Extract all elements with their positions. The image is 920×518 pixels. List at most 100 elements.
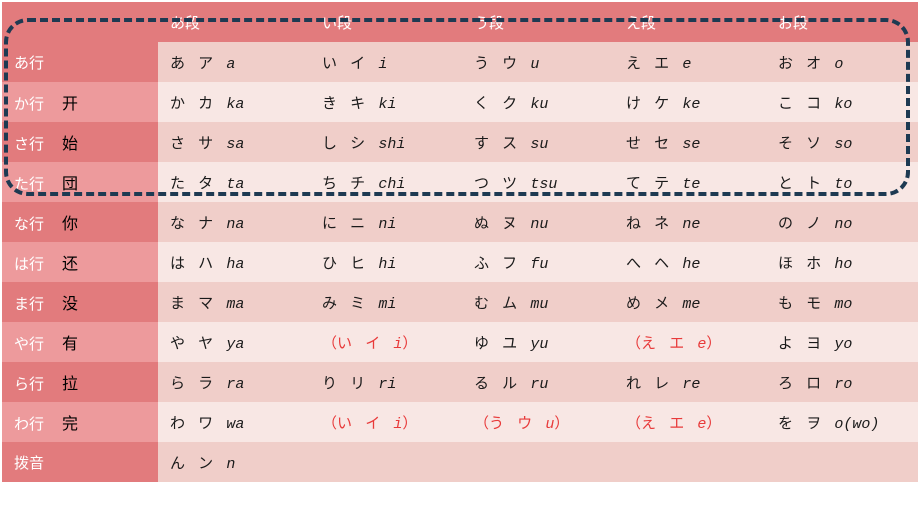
kana-cell: （い イ i） (310, 322, 462, 362)
romaji: yo (834, 336, 852, 353)
hiragana: は (170, 252, 194, 273)
table-row: は行还は ハ haひ ヒ hiふ フ fuへ ヘ heほ ホ ho (2, 242, 918, 282)
katakana: マ (198, 292, 222, 313)
kana-cell: く ク ku (462, 82, 614, 122)
column-header: あ段 (158, 2, 310, 42)
romaji: ku (530, 96, 548, 113)
romaji: ha (226, 256, 244, 273)
kana-cell: ち チ chi (310, 162, 462, 202)
romaji: ru (530, 376, 548, 393)
row-header: た行 団 (2, 162, 158, 202)
kana-cell: を ヲ o(wo) (766, 402, 918, 442)
hiragana: え (641, 412, 665, 433)
row-mnemonic: 没 (62, 290, 78, 314)
table-row: た行団た タ taち チ chiつ ツ tsuて テ teと ト to (2, 162, 918, 202)
romaji: nu (530, 216, 548, 233)
hiragana: せ (626, 132, 650, 153)
row-header: あ行 (2, 42, 158, 82)
hiragana: や (170, 332, 194, 353)
row-mnemonic: 完 (62, 410, 78, 434)
katakana: セ (654, 132, 678, 153)
hiragana: む (474, 292, 498, 313)
hiragana: お (778, 52, 802, 73)
romaji: me (682, 296, 700, 313)
romaji: ya (226, 336, 244, 353)
kana-cell: す ス su (462, 122, 614, 162)
katakana: ナ (198, 212, 222, 233)
hiragana: ろ (778, 372, 802, 393)
katakana: ウ (502, 52, 526, 73)
kana-cell: お オ o (766, 42, 918, 82)
hiragana: ほ (778, 252, 802, 273)
katakana: ア (198, 52, 222, 73)
table-row: 拨音ん ン n (2, 442, 918, 482)
kana-cell: え エ e (614, 42, 766, 82)
romaji: i (378, 56, 387, 73)
hiragana: な (170, 212, 194, 233)
hiragana: ん (170, 452, 194, 473)
table-wrapper: あ段い段う段え段お段 あ行あ ア aい イ iう ウ uえ エ eお オ oか行… (0, 0, 920, 484)
katakana: ユ (502, 332, 526, 353)
row-label: や行 (14, 336, 44, 353)
romaji: chi (378, 176, 405, 193)
hiragana: よ (778, 332, 802, 353)
romaji: hi (378, 256, 396, 273)
paren-close: ） (402, 415, 417, 432)
hiragana: あ (170, 52, 194, 73)
hiragana: ぬ (474, 212, 498, 233)
katakana: エ (669, 332, 693, 353)
kana-cell: わ ワ wa (158, 402, 310, 442)
kana-cell: け ケ ke (614, 82, 766, 122)
paren-open: （ (322, 415, 337, 432)
hiragana: き (322, 92, 346, 113)
kana-cell: こ コ ko (766, 82, 918, 122)
romaji: ki (378, 96, 396, 113)
katakana: レ (654, 372, 678, 393)
hiragana: た (170, 172, 194, 193)
kana-cell: し シ shi (310, 122, 462, 162)
katakana: サ (198, 132, 222, 153)
romaji: no (834, 216, 852, 233)
row-label: あ行 (14, 55, 44, 72)
romaji: na (226, 216, 244, 233)
hiragana: に (322, 212, 346, 233)
kana-cell: い イ i (310, 42, 462, 82)
hiragana: い (337, 332, 361, 353)
hiragana: み (322, 292, 346, 313)
kana-cell (614, 442, 766, 482)
kana-cell: め メ me (614, 282, 766, 322)
romaji: u (530, 56, 539, 73)
hiragana: え (626, 52, 650, 73)
katakana: ソ (806, 132, 830, 153)
column-header: う段 (462, 2, 614, 42)
kana-cell: （い イ i） (310, 402, 462, 442)
katakana: ラ (198, 372, 222, 393)
katakana: リ (350, 372, 374, 393)
paren-close: ） (706, 335, 721, 352)
row-mnemonic: 団 (62, 170, 78, 194)
kana-cell: ふ フ fu (462, 242, 614, 282)
romaji: ke (682, 96, 700, 113)
kana-cell: ね ネ ne (614, 202, 766, 242)
kana-cell: そ ソ so (766, 122, 918, 162)
katakana: ロ (806, 372, 830, 393)
row-header: ら行拉 (2, 362, 158, 402)
kana-cell: に ニ ni (310, 202, 462, 242)
katakana: タ (198, 172, 222, 193)
kana-cell: う ウ u (462, 42, 614, 82)
hiragana: く (474, 92, 498, 113)
katakana: ミ (350, 292, 374, 313)
hiragana: て (626, 172, 650, 193)
katakana: ム (502, 292, 526, 313)
romaji: ri (378, 376, 396, 393)
row-label: た行 (14, 176, 44, 193)
kana-cell: へ ヘ he (614, 242, 766, 282)
hiragana: ら (170, 372, 194, 393)
kana-cell: や ヤ ya (158, 322, 310, 362)
katakana: ホ (806, 252, 830, 273)
kana-cell: き キ ki (310, 82, 462, 122)
katakana: ヲ (806, 412, 830, 433)
kana-cell: れ レ re (614, 362, 766, 402)
kana-cell (310, 442, 462, 482)
row-label: ら行 (14, 376, 44, 393)
